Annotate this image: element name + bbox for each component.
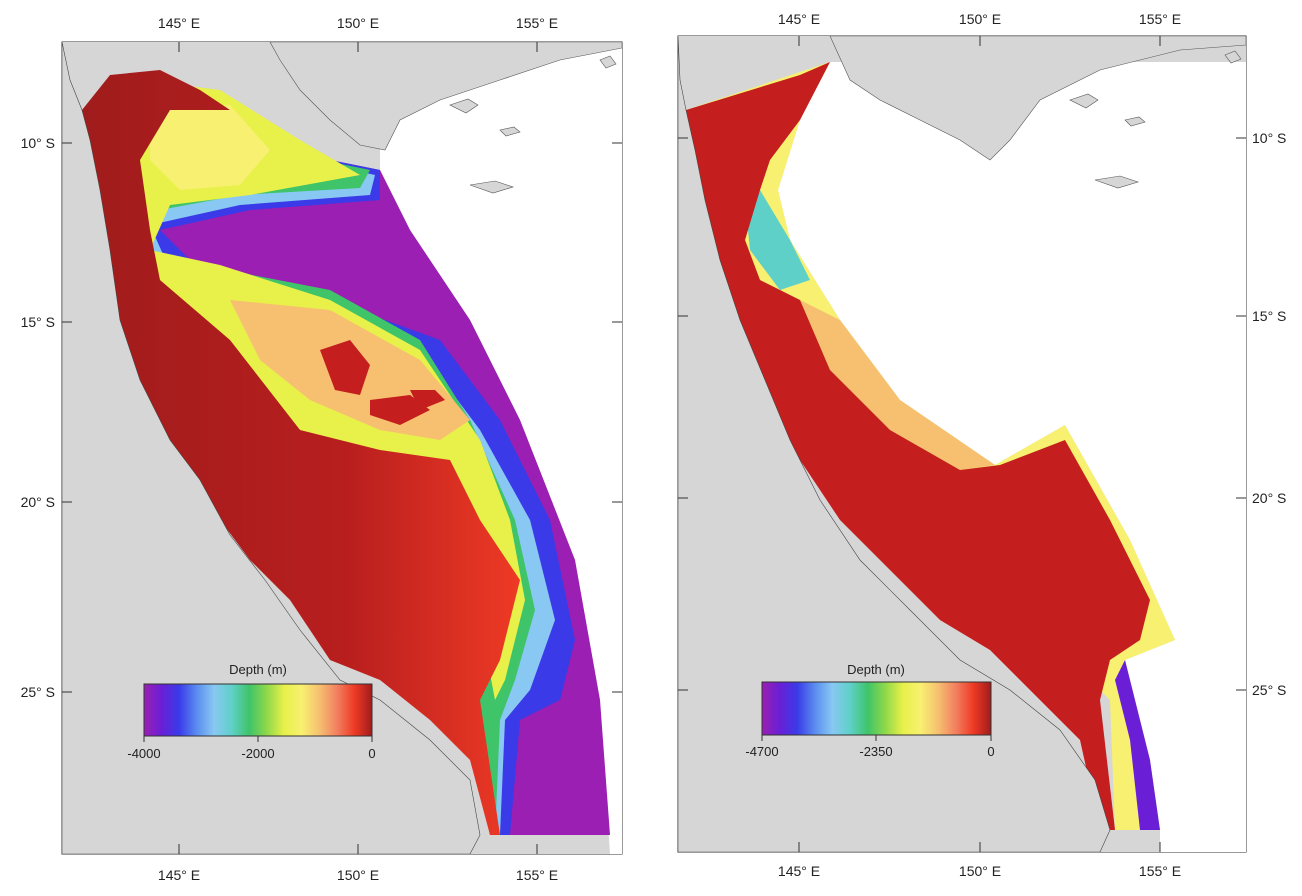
left-lon-bottom-0: 145° E [158, 867, 200, 883]
right-lat-3: 25° S [1252, 682, 1286, 698]
left-lon-ticks: 145° E 150° E 155° E 145° E 150° E 155° … [158, 15, 558, 883]
right-lat-2: 20° S [1252, 490, 1286, 506]
right-lon-top-2: 155° E [1139, 11, 1181, 27]
left-island [449, 98, 479, 114]
left-island [469, 180, 514, 194]
right-colorbar-tick-mid: -2350 [859, 744, 892, 759]
left-lon-top-2: 155° E [516, 15, 558, 31]
right-orange-shelf [800, 300, 995, 470]
right-colorbar: Depth (m) -4700 -2350 0 [745, 662, 994, 759]
left-colorbar-tick-max: 0 [368, 746, 375, 761]
left-lon-top-1: 150° E [337, 15, 379, 31]
right-map: 145° E 150° E 155° E 145° E 150° E 155° … [677, 11, 1286, 879]
left-lat-3: 25° S [21, 684, 55, 700]
right-deep-south [1115, 660, 1160, 830]
right-island [1094, 175, 1139, 189]
right-lon-bottom-2: 155° E [1139, 863, 1181, 879]
right-island [1124, 116, 1146, 127]
right-colorbar-title: Depth (m) [847, 662, 905, 677]
right-outside-domain [778, 62, 1246, 852]
left-colorbar-tick-min: -4000 [127, 746, 160, 761]
left-lon-bottom-1: 150° E [337, 867, 379, 883]
left-australia-land [62, 42, 481, 854]
left-gulf-plateau [150, 105, 270, 190]
right-colorbar-ramp [761, 681, 992, 736]
right-png-coast [829, 36, 1246, 161]
left-island [599, 55, 617, 69]
right-colorbar-tick-max: 0 [987, 744, 994, 759]
left-lat-2: 20° S [21, 494, 55, 510]
right-lon-ticks: 145° E 150° E 155° E 145° E 150° E 155° … [778, 11, 1181, 879]
right-lat-0: 10° S [1252, 130, 1286, 146]
left-outside-domain [380, 42, 622, 854]
right-lon-bottom-0: 145° E [778, 863, 820, 879]
left-colorbar-ramp [143, 683, 373, 737]
right-lon-bottom-1: 150° E [959, 863, 1001, 879]
right-lon-top-0: 145° E [778, 11, 820, 27]
left-island [499, 126, 521, 137]
right-lat-ticks: 10° S 15° S 20° S 25° S [678, 130, 1286, 698]
left-colorbar-tick-mid: -2000 [241, 746, 274, 761]
left-red-reefs [320, 340, 445, 425]
left-map: 145° E 150° E 155° E 145° E 150° E 155° … [21, 15, 623, 883]
right-colorbar-tick-min: -4700 [745, 744, 778, 759]
left-png-coast [269, 42, 622, 151]
left-lat-1: 15° S [21, 314, 55, 330]
right-australia-land [678, 36, 1111, 852]
right-island [1224, 50, 1242, 64]
left-lat-0: 10° S [21, 135, 55, 151]
right-island [1069, 93, 1099, 109]
left-continental-shelf [82, 70, 520, 835]
left-lat-ticks: 10° S 15° S 20° S 25° S [21, 135, 622, 700]
right-cyan-slope [745, 190, 810, 290]
left-colorbar: Depth (m) -4000 -2000 0 [127, 662, 375, 761]
left-lon-bottom-2: 155° E [516, 867, 558, 883]
left-colorbar-title: Depth (m) [229, 662, 287, 677]
right-continental-shelf [686, 62, 1150, 830]
right-lat-1: 15° S [1252, 308, 1286, 324]
right-lon-top-1: 150° E [959, 11, 1001, 27]
left-lon-top-0: 145° E [158, 15, 200, 31]
